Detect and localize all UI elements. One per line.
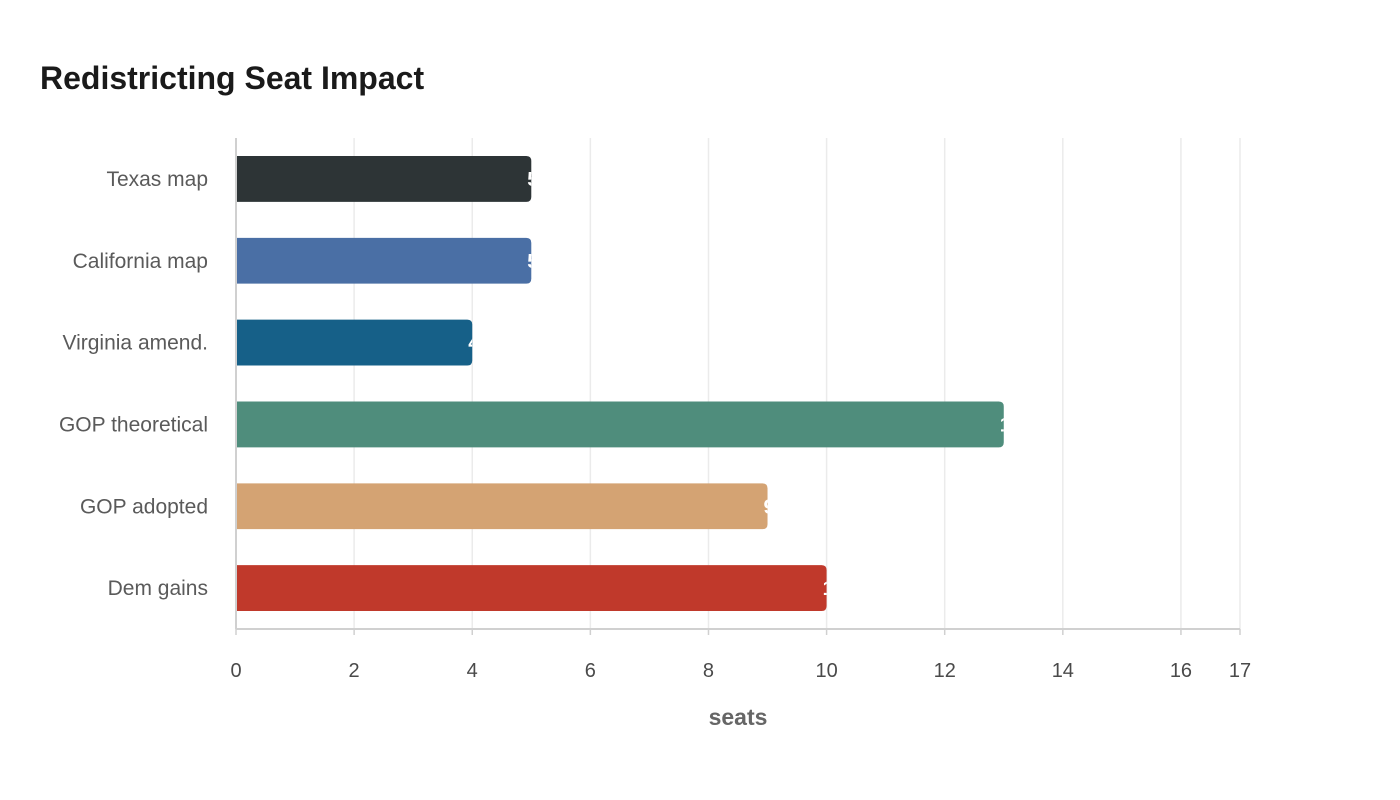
y-category-label: Dem gains [108,577,208,600]
y-category-label: California map [73,250,208,273]
x-tick-label: 2 [349,660,360,682]
x-tick-label: 0 [230,660,241,682]
bar [236,483,768,530]
y-category-label: Virginia amend. [62,332,208,355]
bar-value-label: 13 [1000,414,1022,436]
bar [236,319,473,366]
x-tick-label: 8 [703,660,714,682]
chart-title: Redistricting Seat Impact [40,60,425,96]
bar-value-label: 4 [468,333,480,355]
bar-value-label: 9 [764,496,775,518]
x-tick-label: 14 [1052,660,1074,682]
bar [236,156,532,202]
axes: 0 2 4 6 8 10 12 14 16 17 Texas map California map Vi… [59,138,1251,682]
bar-value-label: 10 [823,578,845,600]
x-tick-label: 16 [1170,660,1192,682]
bar [236,565,827,611]
bar-value-label: 5 [527,169,538,191]
y-category-label: GOP adopted [80,495,208,518]
x-tick-label: 10 [815,660,837,682]
bar-value-label: 5 [527,251,538,273]
grid-lines [353,138,1241,629]
bars: 5 5 4 13 9 10 [236,156,1022,611]
x-tick-label: 12 [934,660,956,682]
x-tick-label: 6 [585,660,596,682]
x-tick-label: 17 [1229,660,1251,682]
y-category-label: Texas map [106,168,208,191]
x-tick-label: 4 [467,660,478,682]
y-category-label: GOP theoretical [59,413,208,436]
x-axis-title: seats [709,704,768,730]
bar [236,401,1004,448]
bar [236,237,532,284]
